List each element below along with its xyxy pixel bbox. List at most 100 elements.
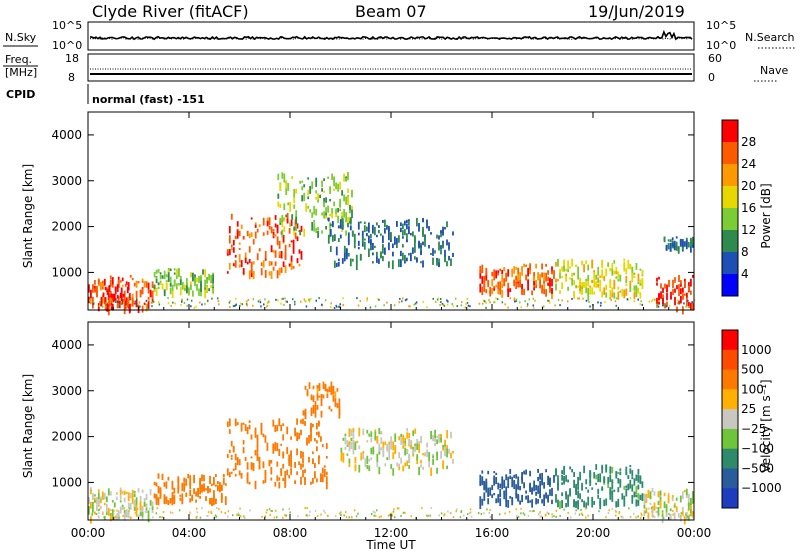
power-cell [416,258,418,262]
power-noise-cell [484,300,486,303]
velocity-noise-cell [443,514,445,517]
power-cell [388,233,390,241]
power-cell [535,263,537,269]
power-cell [268,225,271,230]
power-cell [493,287,496,291]
power-colorbar-tick-label: 28 [741,135,756,149]
velocity-cell [549,489,551,496]
power-cell [353,233,356,243]
power-cell [489,286,492,294]
power-cell [254,224,257,228]
power-cell [252,271,255,275]
power-cell [549,278,551,288]
velocity-noise-cell [672,513,674,516]
velocity-cell [111,500,114,503]
velocity-noise-cell [282,516,284,519]
velocity-cell [109,515,112,522]
power-cell [450,258,452,266]
velocity-cell [372,446,375,453]
velocity-cell [543,482,545,489]
power-noise-cell [513,298,515,301]
velocity-cell [521,472,523,481]
power-cell [299,229,302,236]
velocity-cell [579,471,581,481]
noise-right-tick-bottom: 10^0 [706,39,736,52]
velocity-cell [165,496,168,502]
power-cell [688,302,690,308]
velocity-cell [374,429,377,433]
power-cell [301,186,304,191]
velocity-cell [250,456,253,459]
velocity-noise-cell [345,516,348,519]
velocity-cell [354,464,357,472]
velocity-noise-cell [113,509,115,512]
velocity-noise-cell [644,511,647,514]
power-cell [392,260,394,270]
power-cell [196,277,198,283]
velocity-cell [551,487,553,497]
velocity-noise-cell [103,516,105,519]
power-cell [268,217,271,224]
velocity-cell [302,451,304,458]
power-cell [303,228,306,237]
power-cell [264,251,267,259]
velocity-noise-cell [668,513,670,516]
power-cell [126,289,129,294]
power-cell [145,303,148,312]
power-cell [629,280,632,288]
power-cell [276,236,279,246]
velocity-cell [342,437,345,441]
power-cell [675,236,678,239]
velocity-noise-cell [598,510,600,513]
power-cell [226,249,229,254]
power-cell [295,224,298,232]
power-cell [299,180,302,184]
velocity-cell [378,443,381,453]
velocity-noise-cell [206,515,208,517]
power-noise-cell [493,301,495,304]
velocity-cell [400,457,403,464]
velocity-cell [344,433,347,436]
power-cell [307,205,310,209]
velocity-cell [230,457,233,460]
velocity-noise-cell [396,507,399,510]
power-cell [561,276,563,279]
velocity-cell [209,488,211,493]
power-colorbar-swatch [722,252,738,275]
power-cell [505,272,508,277]
velocity-cell [157,474,160,479]
power-cell [686,292,688,298]
velocity-cell [323,465,326,468]
velocity-cell [436,452,438,457]
power-cell [321,188,323,192]
power-cell [329,223,332,227]
velocity-cell [280,469,283,476]
velocity-cell [396,462,399,467]
velocity-cell [446,448,448,458]
velocity-cell [240,473,243,479]
power-cell [119,292,122,298]
power-cell [414,256,416,260]
power-cell [226,251,229,256]
velocity-cell [643,509,646,517]
velocity-cell [97,492,100,500]
power-cell [204,289,206,299]
velocity-cell [382,441,385,449]
velocity-cell [529,500,531,503]
power-cell [603,287,606,295]
velocity-cell [511,484,514,488]
station-title: Clyde River (fitACF) [92,2,249,21]
velocity-cell [637,499,640,506]
velocity-noise-cell [136,508,139,511]
power-noise-cell [465,302,467,305]
power-cell [230,213,233,220]
power-noise-cell [374,305,377,308]
power-cell [165,283,168,291]
velocity-cell [412,454,415,457]
velocity-noise-cell [651,510,653,513]
velocity-cell [487,492,490,497]
power-cell [283,176,286,183]
velocity-cell [302,463,304,468]
power-noise-cell [657,305,660,308]
velocity-cell [308,382,311,389]
